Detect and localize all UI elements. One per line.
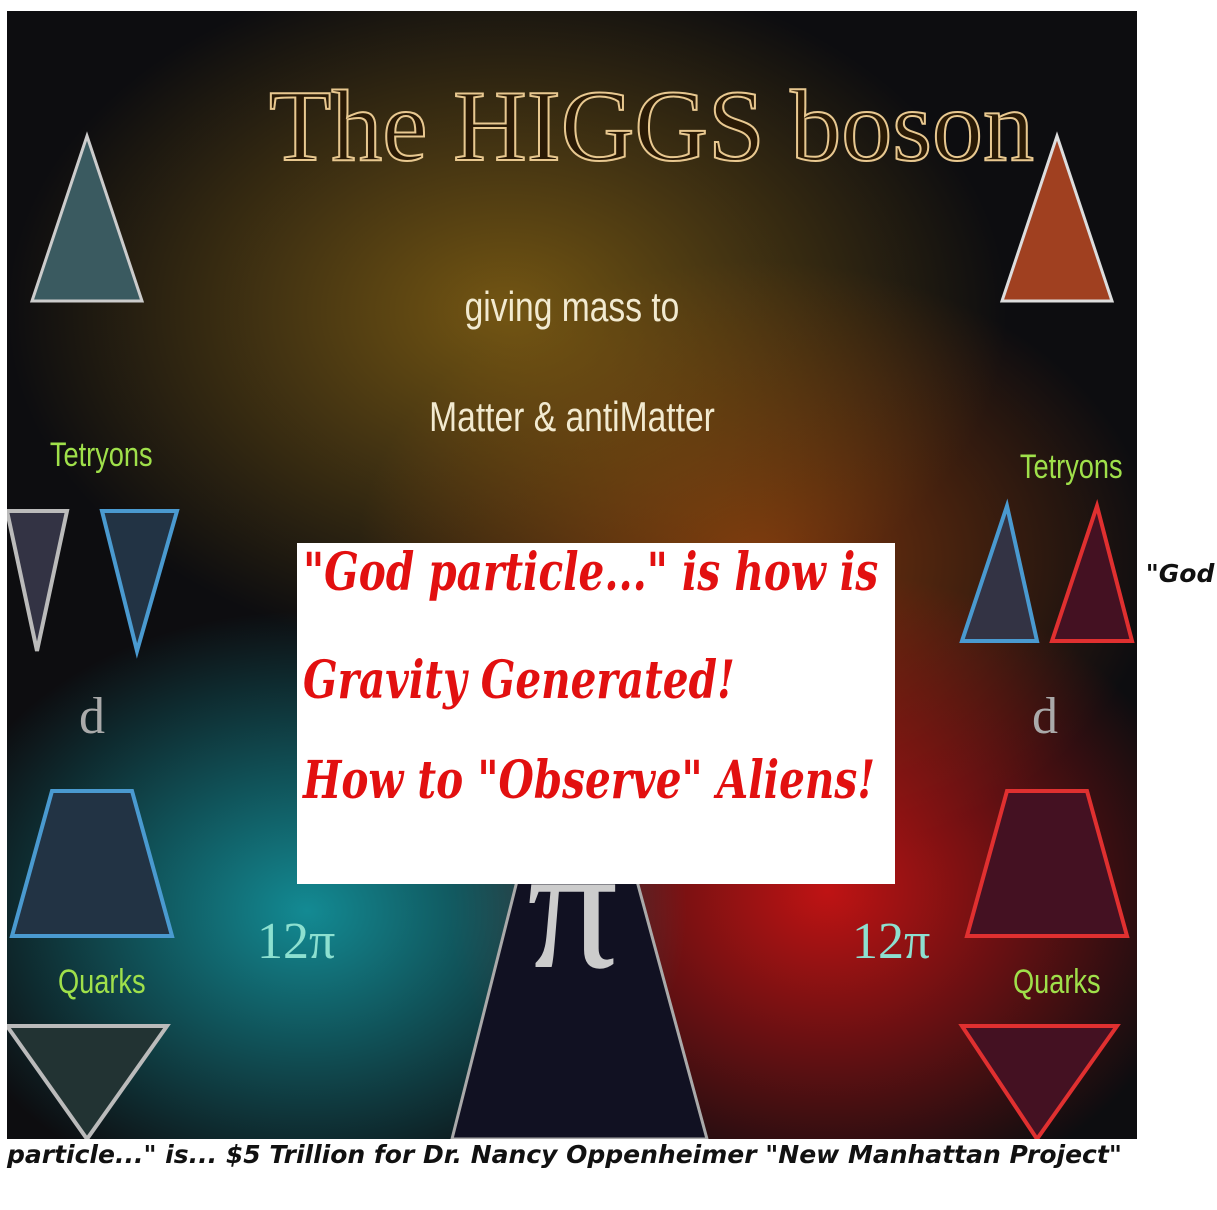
overlay-text: How to "Observe" Aliens! [303,765,875,797]
label: Tetryons [1020,451,1123,483]
page: The HIGGS boson giving mass to Matter & … [0,0,1217,1210]
label: d [1032,701,1058,733]
overlay-box: "God particle..." is how is Gravity Gene… [297,543,895,884]
image-subtitle: Matter & antiMatter [120,401,1024,433]
post-image[interactable]: The HIGGS boson giving mass to Matter & … [7,11,1137,1139]
image-title: The HIGGS boson [269,111,1034,143]
post: The HIGGS boson giving mass to Matter & … [7,11,1217,1171]
label: Tetryons [50,439,153,471]
label: d [79,701,105,733]
image-subtitle: giving mass to [120,291,1024,323]
overlay-text: "God particle..." is how is [303,557,878,589]
label: π [527,891,618,923]
overlay-text: Gravity Generated! [303,665,735,697]
label: Quarks [1013,966,1101,998]
label: 12π [852,926,930,958]
label: 12π [257,926,335,958]
label: Quarks [58,966,146,998]
